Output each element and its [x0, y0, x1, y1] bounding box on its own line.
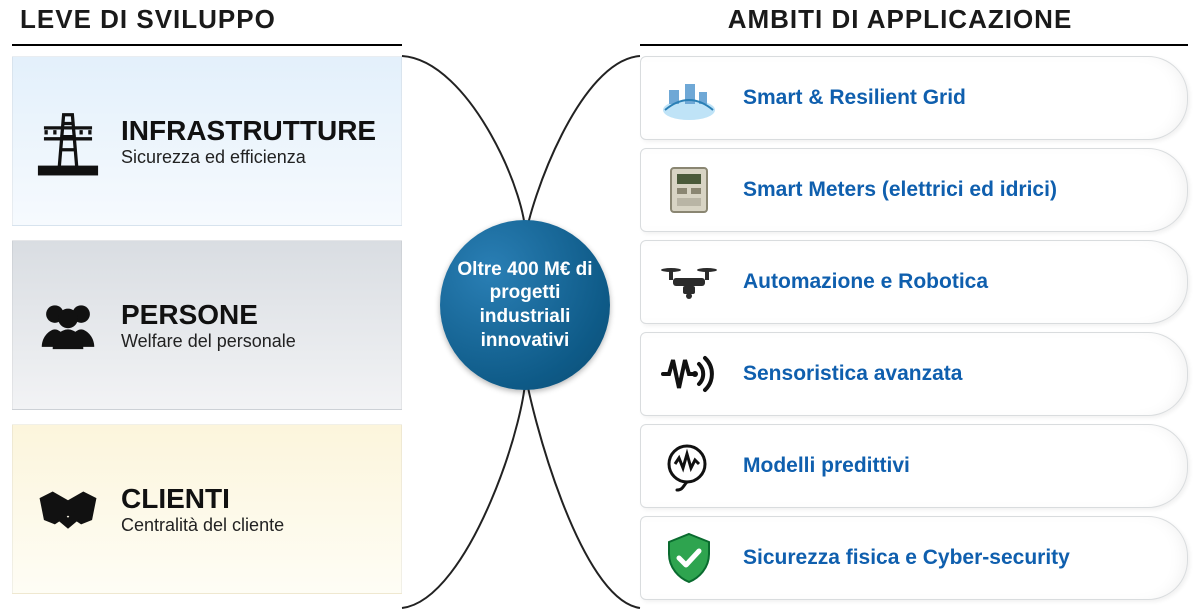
people-icon — [29, 286, 107, 364]
sensor-icon — [655, 344, 723, 404]
lever-infrastrutture: INFRASTRUTTURE Sicurezza ed efficienza — [12, 56, 402, 226]
lever-title: PERSONE — [121, 299, 296, 331]
pylon-icon — [29, 102, 107, 180]
meter-icon — [655, 160, 723, 220]
drone-icon — [655, 252, 723, 312]
app-label: Sensoristica avanzata — [743, 361, 992, 386]
heading-left: LEVE DI SVILUPPO — [20, 4, 276, 35]
app-smart-meters: Smart Meters (elettrici ed idrici) — [640, 148, 1188, 232]
app-predictive: Modelli predittivi — [640, 424, 1188, 508]
lever-clienti: CLIENTI Centralità del cliente — [12, 424, 402, 594]
divider-right — [640, 44, 1188, 46]
app-label: Sicurezza fisica e Cyber-security — [743, 545, 1100, 570]
lever-title: INFRASTRUTTURE — [121, 115, 376, 147]
lever-persone: PERSONE Welfare del personale — [12, 240, 402, 410]
app-label: Automazione e Robotica — [743, 269, 1018, 294]
app-automation: Automazione e Robotica — [640, 240, 1188, 324]
grid-icon — [655, 68, 723, 128]
security-icon — [655, 528, 723, 588]
lever-subtitle: Centralità del cliente — [121, 515, 284, 536]
handshake-icon — [29, 470, 107, 548]
app-label: Smart & Resilient Grid — [743, 85, 996, 110]
predictive-icon — [655, 436, 723, 496]
app-label: Modelli predittivi — [743, 453, 940, 478]
app-smart-grid: Smart & Resilient Grid — [640, 56, 1188, 140]
app-sensors: Sensoristica avanzata — [640, 332, 1188, 416]
applications-column: Smart & Resilient Grid Smart Meters (ele… — [640, 56, 1188, 600]
lever-subtitle: Sicurezza ed efficienza — [121, 147, 376, 168]
lever-subtitle: Welfare del personale — [121, 331, 296, 352]
app-label: Smart Meters (elettrici ed idrici) — [743, 177, 1087, 202]
divider-left — [12, 44, 402, 46]
heading-right: AMBITI DI APPLICAZIONE — [640, 4, 1160, 35]
levers-column: INFRASTRUTTURE Sicurezza ed efficienza P… — [12, 56, 402, 594]
lever-title: CLIENTI — [121, 483, 284, 515]
center-text: Oltre 400 M€ di progetti industriali inn… — [454, 258, 596, 353]
app-security: Sicurezza fisica e Cyber-security — [640, 516, 1188, 600]
center-circle: Oltre 400 M€ di progetti industriali inn… — [440, 220, 610, 390]
